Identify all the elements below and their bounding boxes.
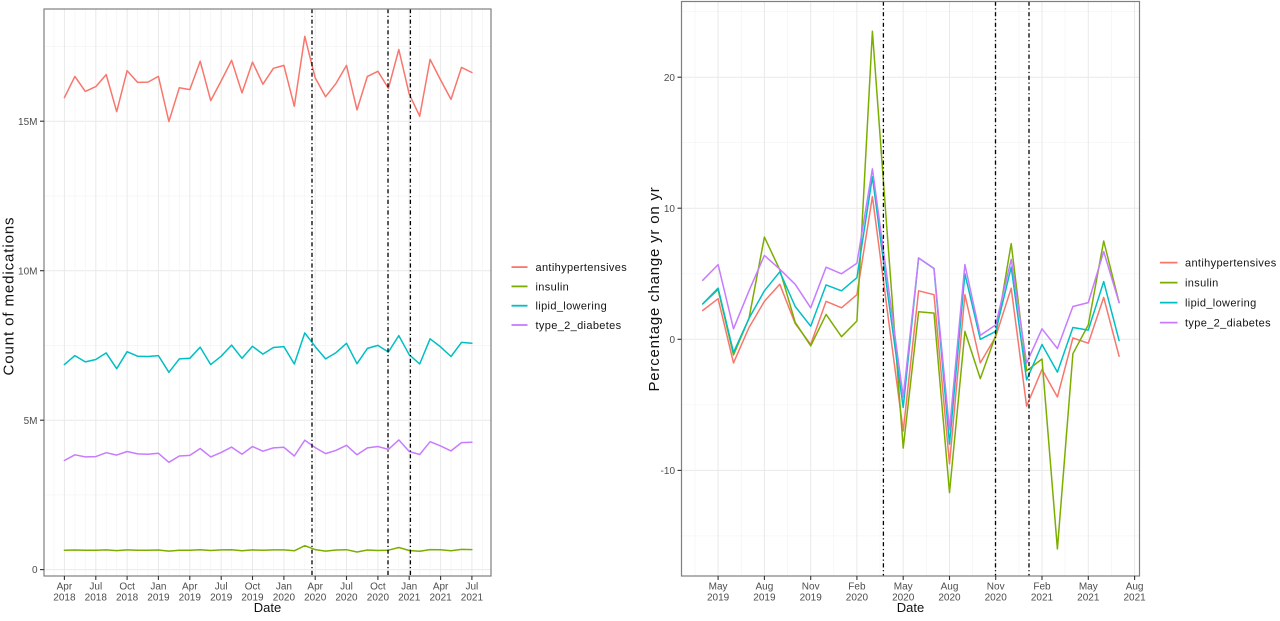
svg-text:Nov: Nov <box>987 582 1005 593</box>
svg-text:2019: 2019 <box>800 593 823 604</box>
svg-text:Count of medications: Count of medications <box>1 217 18 376</box>
svg-text:2021: 2021 <box>429 593 452 604</box>
svg-text:Aug: Aug <box>756 582 774 593</box>
svg-text:Oct: Oct <box>119 582 135 593</box>
svg-text:insulin: insulin <box>1185 278 1219 290</box>
svg-text:lipid_lowering: lipid_lowering <box>536 301 608 313</box>
svg-text:2018: 2018 <box>53 593 76 604</box>
svg-text:May: May <box>1079 582 1098 593</box>
svg-text:insulin: insulin <box>536 281 570 293</box>
svg-text:Nov: Nov <box>802 582 820 593</box>
svg-text:0: 0 <box>669 335 675 346</box>
svg-text:2019: 2019 <box>210 593 233 604</box>
svg-text:2021: 2021 <box>1031 593 1054 604</box>
svg-text:2019: 2019 <box>241 593 264 604</box>
svg-text:2020: 2020 <box>938 593 961 604</box>
svg-text:Aug: Aug <box>1126 582 1144 593</box>
svg-text:2020: 2020 <box>335 593 358 604</box>
svg-text:2020: 2020 <box>367 593 390 604</box>
svg-text:2019: 2019 <box>147 593 170 604</box>
svg-text:2018: 2018 <box>116 593 139 604</box>
svg-text:2021: 2021 <box>1123 593 1146 604</box>
svg-text:Feb: Feb <box>1033 582 1051 593</box>
svg-text:Jul: Jul <box>215 582 228 593</box>
svg-text:type_2_diabetes: type_2_diabetes <box>536 320 622 332</box>
svg-text:Jul: Jul <box>466 582 479 593</box>
svg-text:20: 20 <box>664 73 676 84</box>
svg-text:2020: 2020 <box>985 593 1008 604</box>
svg-text:2020: 2020 <box>273 593 296 604</box>
svg-text:Apr: Apr <box>57 582 73 593</box>
svg-text:Oct: Oct <box>370 582 386 593</box>
svg-text:May: May <box>709 582 728 593</box>
svg-text:2021: 2021 <box>461 593 484 604</box>
svg-text:Apr: Apr <box>433 582 449 593</box>
svg-text:lipid_lowering: lipid_lowering <box>1185 298 1257 310</box>
svg-text:Feb: Feb <box>848 582 866 593</box>
svg-text:antihypertensives: antihypertensives <box>1185 258 1277 270</box>
svg-text:Jan: Jan <box>150 582 166 593</box>
svg-text:Jan: Jan <box>276 582 292 593</box>
svg-text:antihypertensives: antihypertensives <box>536 262 628 274</box>
svg-text:-10: -10 <box>661 466 676 477</box>
svg-text:2021: 2021 <box>1077 593 1100 604</box>
svg-text:2019: 2019 <box>753 593 776 604</box>
svg-text:15M: 15M <box>18 117 37 128</box>
svg-text:0: 0 <box>32 565 38 576</box>
svg-text:Date: Date <box>254 600 281 615</box>
svg-text:Aug: Aug <box>941 582 959 593</box>
svg-text:May: May <box>894 582 913 593</box>
svg-text:10: 10 <box>664 204 676 215</box>
svg-text:Oct: Oct <box>245 582 261 593</box>
svg-text:2021: 2021 <box>398 593 421 604</box>
svg-text:type_2_diabetes: type_2_diabetes <box>1185 318 1271 330</box>
svg-text:Apr: Apr <box>182 582 198 593</box>
svg-text:5M: 5M <box>24 416 38 427</box>
svg-text:2018: 2018 <box>85 593 108 604</box>
svg-text:Percentage change yr on yr: Percentage change yr on yr <box>646 186 663 391</box>
svg-text:2019: 2019 <box>707 593 730 604</box>
svg-text:2020: 2020 <box>892 593 915 604</box>
svg-text:Jul: Jul <box>340 582 353 593</box>
svg-text:Date: Date <box>897 600 924 615</box>
svg-text:10M: 10M <box>18 266 37 277</box>
svg-text:Jan: Jan <box>401 582 417 593</box>
svg-text:Jul: Jul <box>89 582 102 593</box>
svg-text:2019: 2019 <box>179 593 202 604</box>
svg-text:2020: 2020 <box>846 593 869 604</box>
svg-text:2020: 2020 <box>304 593 327 604</box>
svg-text:Apr: Apr <box>307 582 323 593</box>
